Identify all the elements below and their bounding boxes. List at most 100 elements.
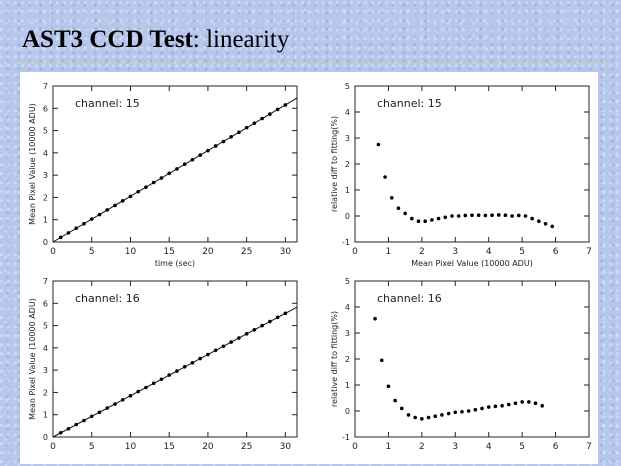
data-point <box>221 139 226 144</box>
data-point <box>206 352 210 357</box>
data-point <box>151 180 156 185</box>
y-tick-label: 5 <box>345 82 350 91</box>
data-point <box>182 365 187 369</box>
data-point <box>268 112 272 116</box>
x-tick-label: 3 <box>452 247 458 257</box>
x-tick-label: 6 <box>553 247 559 257</box>
x-tick-label: 2 <box>419 442 425 452</box>
data-point <box>136 389 141 394</box>
y-tick-label: 2 <box>43 193 48 202</box>
y-tick-label: 4 <box>345 303 350 312</box>
data-point <box>175 167 179 171</box>
data-point <box>275 107 280 112</box>
data-point <box>244 125 249 130</box>
data-point <box>523 214 528 218</box>
data-point <box>416 219 421 223</box>
y-tick-label: 6 <box>43 299 48 308</box>
data-point <box>517 213 521 218</box>
x-tick-label: 20 <box>202 442 214 452</box>
data-point <box>260 323 264 328</box>
channel-annotation: channel: 16 <box>75 292 140 305</box>
x-tick-label: 1 <box>386 442 392 452</box>
data-point <box>376 142 381 147</box>
data-point <box>486 405 491 409</box>
data-point <box>159 176 164 180</box>
y-tick-label: 3 <box>43 366 48 375</box>
data-point <box>430 218 434 222</box>
chart-panel-3: 0 5 10 15 20 25 30 0 1 2 3 4 5 6 7 Mean Pixel Value (10… <box>28 277 298 452</box>
data-point <box>74 422 79 427</box>
slide-title: AST3 CCD Test: linearity <box>22 26 289 54</box>
fit-line <box>52 306 298 438</box>
data-point <box>530 216 534 221</box>
data-point <box>105 406 110 410</box>
y-tick-label: 0 <box>345 407 350 416</box>
fit-line <box>52 97 298 243</box>
data-point <box>466 409 471 413</box>
data-point <box>476 213 481 218</box>
data-point <box>443 215 448 220</box>
data-point <box>82 221 86 226</box>
data-point <box>406 413 411 417</box>
data-point <box>490 213 494 218</box>
y-tick-label: 5 <box>43 127 48 136</box>
data-point <box>128 393 133 398</box>
channel-annotation: channel: 15 <box>75 97 140 110</box>
x-tick-label: 25 <box>241 442 252 452</box>
data-point <box>97 410 102 415</box>
data-point <box>268 319 272 324</box>
x-tick-label: 10 <box>125 247 137 257</box>
y-tick-label: 7 <box>43 82 48 91</box>
data-point <box>383 175 387 179</box>
y-tick-label: 1 <box>345 186 350 195</box>
data-point <box>379 358 384 363</box>
y-tick-label: 1 <box>345 381 350 390</box>
data-point <box>436 216 441 221</box>
y-tick-label: 5 <box>345 277 350 286</box>
data-point <box>410 216 414 221</box>
data-point <box>506 402 511 407</box>
data-point <box>470 213 474 218</box>
x-tick-label: 5 <box>89 247 95 257</box>
data-point <box>283 103 288 107</box>
y-axis-label: relative diff to fitting(%) <box>330 311 339 407</box>
y-tick-label: 2 <box>43 388 48 397</box>
y-tick-label: 2 <box>345 160 350 169</box>
x-tick-label: 25 <box>241 247 252 257</box>
x-tick-label: 5 <box>519 442 525 452</box>
data-point <box>456 214 461 218</box>
title-divider <box>20 63 604 64</box>
data-point <box>413 415 417 420</box>
slide-title-rest: : linearity <box>192 26 290 53</box>
data-point <box>198 153 202 157</box>
data-point <box>120 198 125 203</box>
x-tick-label: 0 <box>352 247 358 257</box>
data-point <box>66 426 71 431</box>
chart-panel-1: 0 5 10 15 20 25 30 0 1 2 3 4 5 6 7 time (sec) Mean Pixel… <box>28 82 298 268</box>
data-point <box>182 162 187 167</box>
data-point <box>74 226 79 230</box>
data-point <box>473 407 478 412</box>
data-point <box>128 194 133 199</box>
data-point <box>440 413 444 417</box>
data-point <box>237 130 241 135</box>
y-tick-label: 4 <box>43 344 48 353</box>
data-point <box>389 196 394 200</box>
x-tick-label: 15 <box>163 247 174 257</box>
x-tick-label: 4 <box>486 442 492 452</box>
data-point <box>503 213 508 218</box>
data-point <box>89 414 94 419</box>
data-point <box>533 401 538 406</box>
data-point <box>229 135 233 139</box>
data-point <box>426 415 431 420</box>
data-point <box>190 157 195 162</box>
x-tick-label: 4 <box>486 247 492 257</box>
x-tick-label: 2 <box>419 247 425 257</box>
data-point <box>540 404 544 408</box>
y-tick-label: -1 <box>342 433 350 442</box>
y-tick-label: 2 <box>345 355 350 364</box>
data-point <box>386 384 391 389</box>
data-point <box>144 385 148 390</box>
x-tick-label: 1 <box>386 247 392 257</box>
